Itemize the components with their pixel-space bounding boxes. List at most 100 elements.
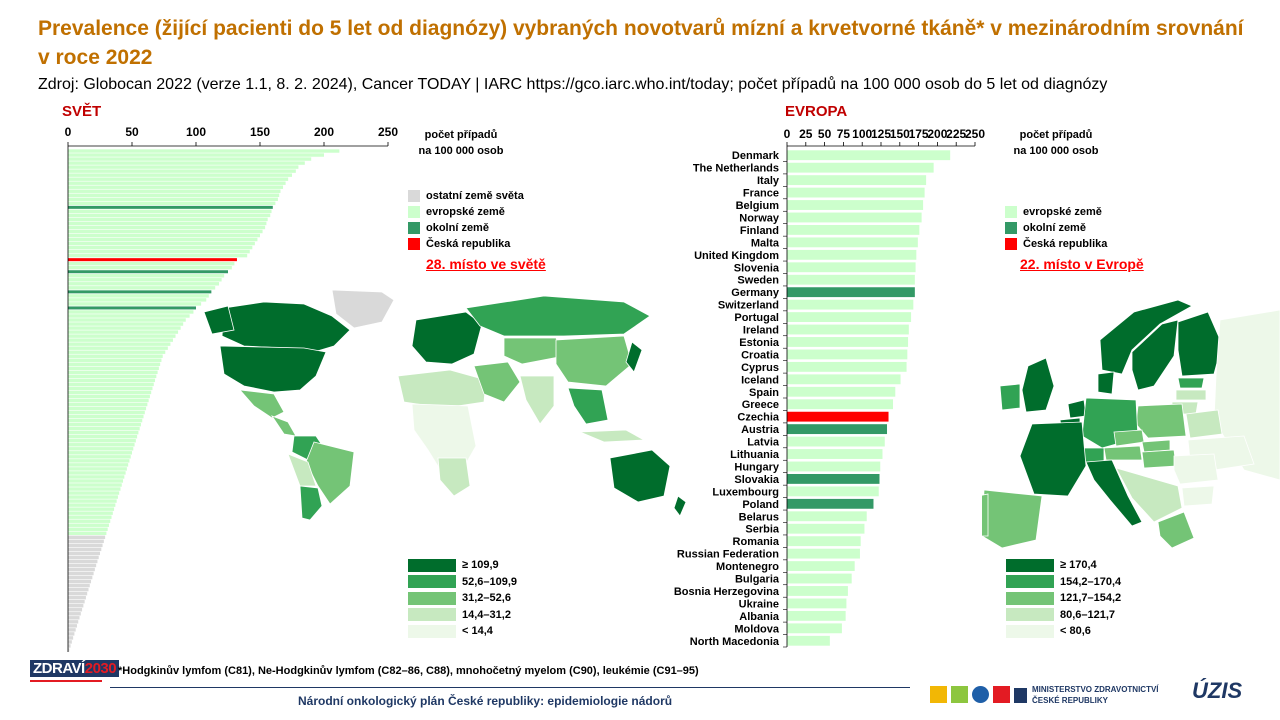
world-bar <box>68 237 258 242</box>
world-bar <box>68 507 115 511</box>
map-estonia <box>1177 377 1205 389</box>
europe-bar <box>787 610 846 621</box>
world-bar <box>68 233 260 238</box>
legend-swatch <box>408 608 456 622</box>
world-bar <box>68 362 161 366</box>
europe-tick-label: 25 <box>799 127 813 141</box>
world-bar <box>68 282 220 286</box>
europe-section-label: EVROPA <box>785 103 848 120</box>
europe-bar <box>787 386 896 397</box>
europe-category-label: Italy <box>757 175 780 187</box>
legend-swatch <box>408 624 456 638</box>
map-ireland <box>999 383 1021 411</box>
world-bar <box>68 153 324 157</box>
map-japan <box>625 341 643 373</box>
legend-item: < 80,6 <box>1006 623 1121 640</box>
world-bar <box>68 640 72 644</box>
europe-category-label: Portugal <box>734 312 779 324</box>
europe-category-label: Serbia <box>745 524 780 536</box>
legend-label: 14,4–31,2 <box>462 608 511 621</box>
world-bar <box>68 523 109 527</box>
world-bar <box>68 253 248 258</box>
world-bar <box>68 326 181 330</box>
world-bar <box>68 471 126 475</box>
world-bar <box>68 595 86 600</box>
partner-logo-blue-icon <box>972 686 989 703</box>
europe-tick-label: 200 <box>927 127 947 141</box>
world-bar <box>68 632 75 636</box>
map-north-africa <box>397 369 487 409</box>
map-china <box>555 335 633 387</box>
world-bar <box>68 241 255 246</box>
world-bar <box>68 330 179 334</box>
map-southern-africa <box>437 457 471 497</box>
world-bar <box>68 535 106 540</box>
map-europe <box>411 311 483 365</box>
europe-bar <box>787 548 860 559</box>
world-bar <box>68 249 250 254</box>
map-alaska <box>204 305 235 335</box>
world-bar <box>68 265 232 270</box>
europe-category-label: Ireland <box>743 325 779 337</box>
world-bar <box>68 390 152 395</box>
world-bar <box>68 620 79 624</box>
world-bar <box>68 511 113 515</box>
world-bar <box>68 583 90 588</box>
map-new-zealand <box>673 495 687 517</box>
world-bar <box>68 567 95 572</box>
world-bar <box>68 543 103 548</box>
europe-bar <box>787 511 867 522</box>
world-bar <box>68 181 286 185</box>
world-bar <box>68 648 70 652</box>
europe-bar <box>787 349 908 360</box>
world-bar <box>68 451 132 455</box>
world-bar <box>68 358 162 362</box>
europe-category-label: Iceland <box>741 374 779 386</box>
world-bar <box>68 435 138 439</box>
europe-bar <box>787 523 865 534</box>
world-bar <box>68 418 143 423</box>
legend-item: okolní země <box>1005 220 1107 236</box>
europe-tick-label: 75 <box>837 127 851 141</box>
legend-swatch <box>1006 608 1054 622</box>
europe-category-label: Albania <box>739 611 780 623</box>
world-bar <box>68 394 150 399</box>
world-unit-label-2: na 100 000 osob <box>418 145 504 157</box>
europe-bar <box>787 411 889 422</box>
world-bar <box>68 527 108 531</box>
world-bar <box>68 354 163 358</box>
legend-swatch <box>408 238 420 250</box>
world-bar <box>68 278 222 282</box>
europe-category-label: Lithuania <box>730 449 780 461</box>
world-bar <box>68 286 216 290</box>
europe-category-label: Bulgaria <box>735 574 780 586</box>
world-bar <box>68 217 268 222</box>
europe-category-label: Sweden <box>737 275 779 287</box>
world-map <box>204 290 687 520</box>
world-bar <box>68 563 97 568</box>
world-bar <box>68 495 118 499</box>
world-bar <box>68 402 148 407</box>
europe-category-label: Ukraine <box>739 598 779 610</box>
europe-bar <box>787 536 861 547</box>
world-bar <box>68 551 100 556</box>
map-mexico <box>239 389 285 419</box>
page-title: Prevalence (žijící pacienti do 5 let od … <box>38 17 1244 69</box>
ministry-logo-text: MINISTERSTVO ZDRAVOTNICTVÍ ČESKÉ REPUBLI… <box>1032 685 1159 705</box>
legend-label: 52,6–109,9 <box>462 575 518 588</box>
europe-category-label: Czechia <box>737 412 779 424</box>
world-bar <box>68 608 83 612</box>
footnote: *Hodgkinův lymfom (C81), Ne-Hodgkinův ly… <box>118 665 699 677</box>
world-bar <box>68 414 144 419</box>
europe-tick-label: 125 <box>871 127 891 141</box>
world-bar <box>68 587 89 592</box>
world-bar <box>68 189 281 193</box>
world-bar <box>68 229 263 234</box>
legend-label: 121,7–154,2 <box>1060 592 1122 605</box>
europe-category-label: Norway <box>739 212 780 224</box>
legend-swatch <box>1006 591 1054 605</box>
legend-label: ≥ 109,9 <box>462 559 499 572</box>
zdravi-2030-logo: ZDRAVÍ2030 <box>30 660 120 682</box>
world-tick-label: 200 <box>314 125 334 139</box>
legend-swatch <box>1006 624 1054 638</box>
